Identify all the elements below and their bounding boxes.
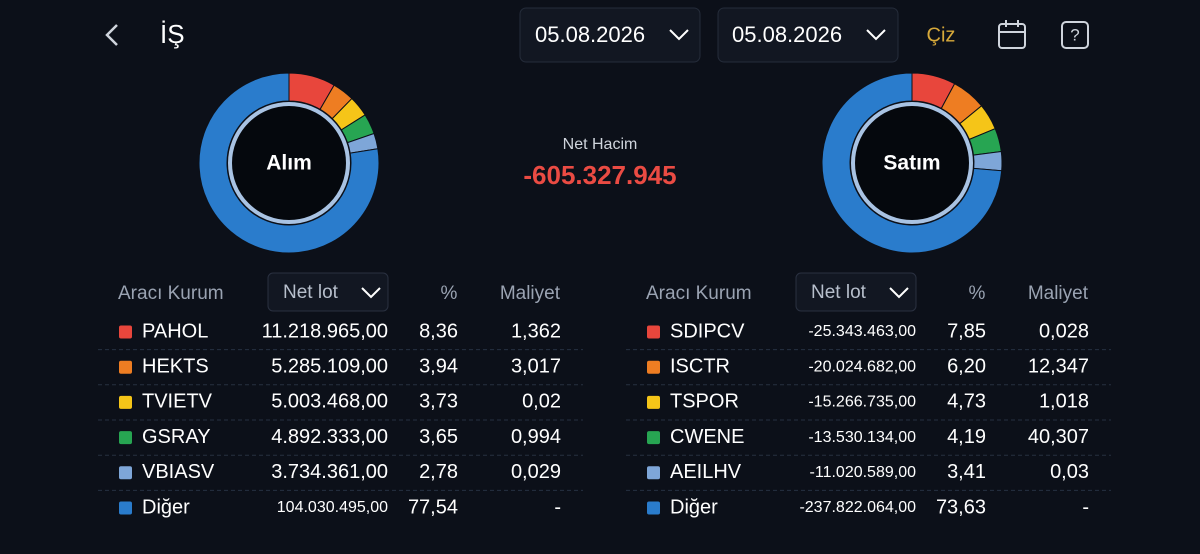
cost: 0,029	[511, 461, 561, 483]
percent: 4,19	[947, 426, 986, 448]
help-icon[interactable]: ?	[1061, 21, 1089, 49]
broker-name: ISCTR	[670, 355, 730, 377]
donut-segment	[821, 72, 1003, 254]
chevron	[361, 287, 381, 299]
broker-name: AEILHV	[670, 461, 742, 483]
legend-swatch	[119, 360, 132, 374]
broker-name: Diğer	[142, 496, 190, 518]
donut-inner-ring	[851, 102, 973, 224]
broker-name: PAHOL	[142, 320, 208, 342]
cost: -	[554, 496, 561, 518]
cost: -	[1082, 496, 1089, 518]
net-lot: 11.218.965,00	[262, 320, 388, 342]
calendar-icon[interactable]	[998, 20, 1026, 49]
column-header: Net lot	[283, 282, 339, 303]
cost: 0,02	[522, 391, 561, 413]
cost: 3,017	[511, 355, 561, 377]
donut-title: Alım	[266, 152, 312, 175]
legend-swatch	[647, 466, 660, 480]
donut-segment	[198, 72, 380, 254]
broker-name: Diğer	[670, 496, 718, 518]
legend-swatch	[647, 325, 660, 339]
cost: 12,347	[1028, 355, 1089, 377]
draw-button[interactable]: Çiz	[927, 24, 956, 46]
net-volume-label: Net Hacim	[563, 136, 638, 153]
percent: 73,63	[936, 496, 986, 518]
chevron	[889, 287, 909, 299]
column-header: Maliyet	[1028, 283, 1089, 304]
net-volume-value: -605.327.945	[523, 160, 676, 190]
column-header: Aracı Kurum	[118, 283, 224, 304]
broker-name: GSRAY	[142, 426, 211, 448]
net-lot: -25.343.463,00	[808, 323, 916, 340]
net-lot: 5.285.109,00	[271, 355, 388, 377]
percent: 7,85	[947, 320, 986, 342]
donut-segment	[972, 150, 1003, 172]
cost: 40,307	[1028, 426, 1089, 448]
cost: 1,362	[511, 320, 561, 342]
legend-swatch	[119, 466, 132, 480]
net-lot: -20.024.682,00	[808, 358, 916, 375]
start-date-picker[interactable]	[519, 7, 701, 63]
legend-swatch	[119, 395, 132, 409]
column-header: %	[441, 283, 458, 304]
legend-swatch	[119, 431, 132, 445]
broker-name: CWENE	[670, 426, 744, 448]
broker-name: SDIPCV	[670, 320, 745, 342]
net-lot: -237.822.064,00	[799, 499, 916, 516]
percent: 77,54	[408, 496, 458, 518]
percent: 3,65	[419, 426, 458, 448]
net-lot-dropdown[interactable]	[267, 272, 389, 312]
broker-name: TVIETV	[142, 391, 213, 413]
back-button[interactable]	[105, 24, 118, 46]
svg-text:?: ?	[1070, 25, 1079, 44]
net-lot: -11.020.589,00	[810, 464, 917, 481]
broker-name: TSPOR	[670, 391, 739, 413]
percent: 3,41	[947, 461, 986, 483]
column-header: Aracı Kurum	[646, 283, 752, 304]
chevron	[866, 29, 886, 41]
cost: 1,018	[1039, 391, 1089, 413]
broker-name: VBIASV	[142, 461, 215, 483]
legend-swatch	[647, 501, 660, 515]
net-lot-dropdown[interactable]	[795, 272, 917, 312]
legend-swatch	[647, 431, 660, 445]
cost: 0,03	[1050, 461, 1089, 483]
net-lot: -13.530.134,00	[808, 429, 916, 446]
percent: 3,73	[419, 391, 458, 413]
net-lot: 104.030.495,00	[277, 499, 388, 516]
cost: 0,994	[511, 426, 561, 448]
percent: 4,73	[947, 391, 986, 413]
percent: 6,20	[947, 355, 986, 377]
page-title: İŞ	[160, 19, 185, 49]
cost: 0,028	[1039, 320, 1089, 342]
legend-swatch	[647, 395, 660, 409]
net-lot: -15.266.735,00	[808, 394, 916, 411]
chevron	[669, 29, 689, 41]
start-date: 05.08.2026	[535, 22, 645, 47]
end-date-picker[interactable]	[717, 7, 899, 63]
donut-title: Satım	[883, 152, 940, 175]
percent: 2,78	[419, 461, 458, 483]
end-date: 05.08.2026	[732, 22, 842, 47]
legend-swatch	[119, 325, 132, 339]
column-header: Maliyet	[500, 283, 561, 304]
net-lot: 5.003.468,00	[271, 391, 388, 413]
net-lot: 4.892.333,00	[271, 426, 388, 448]
percent: 8,36	[419, 320, 458, 342]
legend-swatch	[119, 501, 132, 515]
donut-inner-ring	[228, 102, 350, 224]
broker-name: HEKTS	[142, 355, 209, 377]
legend-swatch	[647, 360, 660, 374]
percent: 3,94	[419, 355, 458, 377]
column-header: %	[969, 283, 986, 304]
column-header: Net lot	[811, 282, 867, 303]
net-lot: 3.734.361,00	[271, 461, 388, 483]
